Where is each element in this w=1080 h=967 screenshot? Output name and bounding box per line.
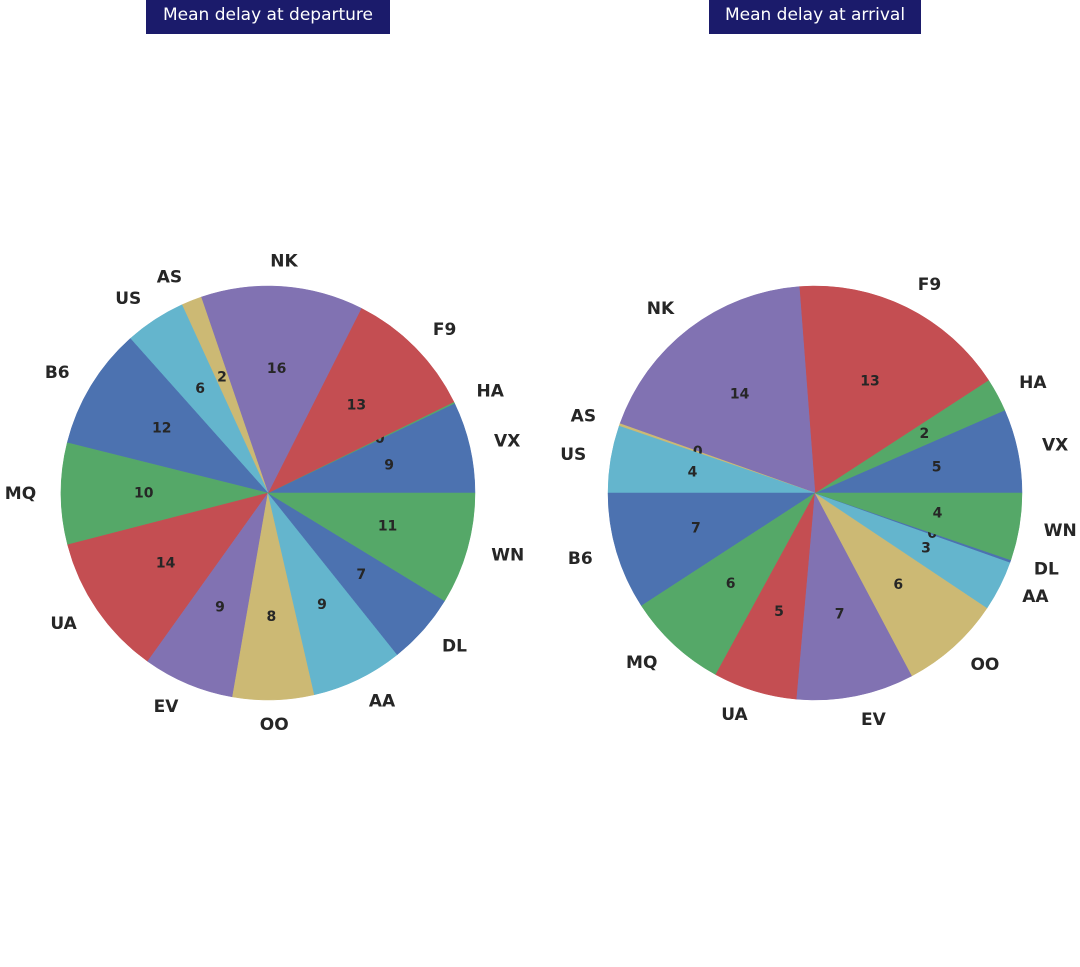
slice-label-aa: AA [369, 692, 396, 712]
slice-value-ev: 9 [215, 600, 225, 616]
slice-label-oo: OO [260, 715, 289, 735]
slice-label-wn: WN [1044, 521, 1077, 541]
slice-value-vx: 9 [384, 457, 394, 473]
slice-value-b6: 12 [152, 421, 171, 437]
slice-value-as: 0 [693, 444, 703, 460]
slice-label-ev: EV [861, 710, 887, 730]
slice-label-dl: DL [442, 636, 467, 656]
chart-title-arrival: Mean delay at arrival [709, 0, 921, 34]
slice-label-oo: OO [970, 655, 999, 675]
slice-value-aa: 3 [921, 541, 931, 557]
slice-label-b6: B6 [45, 363, 70, 383]
slice-label-ua: UA [721, 705, 748, 725]
slice-label-f9: F9 [433, 320, 456, 340]
pie-slice-f9 [267, 307, 455, 494]
slice-value-dl: 0 [927, 526, 937, 542]
pie-slice-oo [814, 492, 988, 677]
slice-label-wn: WN [491, 546, 524, 566]
slice-value-f9: 13 [860, 374, 879, 390]
slice-value-ua: 14 [156, 555, 176, 571]
slice-value-dl: 7 [356, 567, 366, 583]
slice-value-ev: 7 [835, 607, 845, 623]
pie-slice-b6 [66, 338, 269, 494]
slice-label-ua: UA [50, 614, 77, 634]
pie-slice-ua [67, 492, 269, 662]
slice-label-nk: NK [270, 252, 298, 272]
pie-slice-mq [641, 492, 816, 675]
slice-value-mq: 6 [726, 576, 736, 592]
slice-label-us: US [560, 445, 586, 465]
slice-label-ha: HA [477, 382, 505, 402]
slice-label-nk: NK [647, 299, 675, 319]
pie-slice-f9 [798, 285, 989, 494]
slice-value-wn: 11 [378, 519, 397, 535]
pie-slice-nk [200, 285, 362, 494]
pie-departure: VX 9 HA 0 F9 13 NK 16 AS 2 US 6 B6 12 MQ 10 UA 14 EV 9 OO 8 AA… [5, 252, 524, 735]
slice-value-vx: 5 [932, 460, 942, 476]
slice-value-us: 6 [195, 381, 205, 397]
slice-value-nk: 14 [730, 386, 750, 402]
pie-slice-mq [60, 442, 269, 546]
slice-value-b6: 7 [691, 520, 701, 536]
slice-label-aa: AA [1022, 587, 1049, 607]
slice-label-dl: DL [1034, 559, 1059, 579]
slice-label-ev: EV [154, 697, 180, 717]
slice-value-f9: 13 [347, 398, 366, 414]
slice-label-b6: B6 [568, 549, 593, 569]
pie-slice-ev [796, 492, 913, 701]
slice-label-as: AS [571, 407, 596, 427]
slice-value-ha: 0 [375, 431, 385, 447]
pie-slice-wn [814, 492, 1023, 561]
pie-slice-nk [619, 286, 816, 494]
slice-label-ha: HA [1019, 373, 1047, 393]
slice-value-aa: 9 [317, 597, 327, 613]
pie-slice-b6 [607, 492, 816, 607]
slice-value-ha: 2 [919, 426, 929, 442]
slice-value-as: 2 [217, 370, 227, 386]
slice-label-vx: VX [494, 431, 520, 451]
slice-value-wn: 4 [933, 505, 943, 521]
slice-label-mq: MQ [5, 484, 36, 504]
chart-title-departure: Mean delay at departure [146, 0, 390, 34]
slice-label-f9: F9 [918, 275, 941, 295]
slice-label-vx: VX [1042, 436, 1068, 456]
slice-value-us: 4 [688, 465, 698, 481]
slice-value-mq: 10 [134, 485, 154, 501]
slice-value-oo: 8 [266, 609, 276, 625]
slice-value-ua: 5 [774, 604, 784, 620]
slice-value-nk: 16 [267, 361, 286, 377]
slice-label-mq: MQ [626, 653, 657, 673]
pie-arrival: VX 5 HA 2 F9 13 NK 14 AS 0 US 4 B6 7 MQ 6 UA 5 EV 7 OO 6 AA 3 DL… [560, 275, 1076, 730]
slice-label-us: US [115, 289, 141, 309]
slice-label-as: AS [157, 268, 182, 288]
pie-slice-wn [267, 492, 476, 602]
slice-value-oo: 6 [893, 577, 903, 593]
